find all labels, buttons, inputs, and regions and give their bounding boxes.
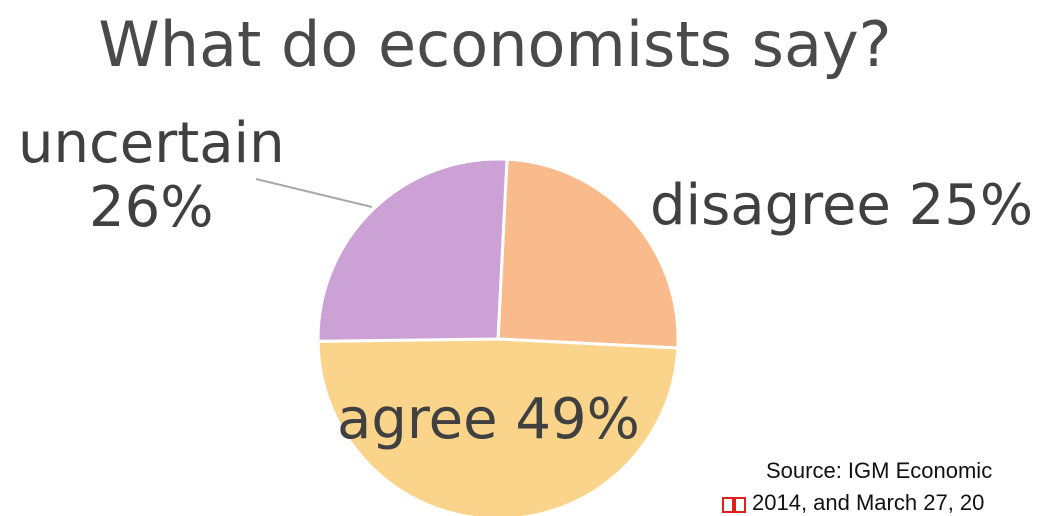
label-agree: agree 49% xyxy=(337,387,640,452)
uncertain-leader-line xyxy=(255,178,373,208)
label-disagree: disagree 25% xyxy=(650,173,1034,238)
book-icon xyxy=(722,497,746,513)
pie-slices xyxy=(316,157,680,516)
pie-slice-disagree xyxy=(496,157,680,350)
pie-slice-agree xyxy=(316,337,680,516)
pie-slice-uncertain xyxy=(316,157,509,343)
label-uncertain: uncertain 26% xyxy=(18,111,285,241)
label-uncertain-name: uncertain xyxy=(18,111,285,176)
chart-title: What do economists say? xyxy=(98,8,892,81)
source-line-2: 2014, and March 27, 20 xyxy=(752,490,985,515)
source-line-1: Source: IGM Economic xyxy=(766,458,993,483)
label-uncertain-value: 26% xyxy=(89,175,214,241)
